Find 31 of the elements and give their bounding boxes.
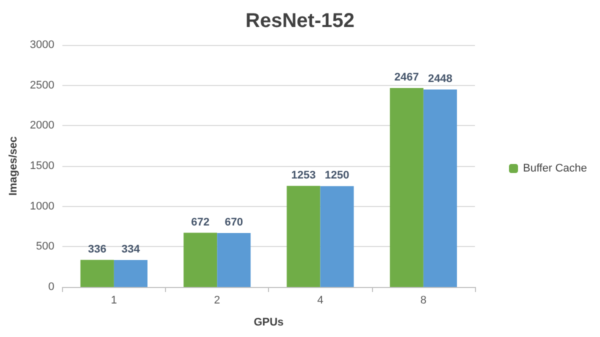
data-label: 670 [224,216,244,228]
data-label: 2448 [428,73,452,86]
data-label: 672 [191,216,210,228]
y-tick-label: 500 [36,240,54,253]
x-tick-label: 1 [110,294,118,306]
bar [80,260,114,287]
y-tick-label: 3000 [30,39,54,51]
x-tick-label: 8 [420,294,426,306]
y-tick-label: 1000 [30,200,54,212]
y-tick-label: 0 [48,281,54,293]
x-axis-title: GPUs [254,316,284,328]
x-tick-label: 2 [214,294,220,306]
bar [390,88,424,287]
bar [320,186,354,287]
x-tick-label: 4 [317,294,324,306]
bar [184,232,218,287]
y-tick-label: 2000 [30,120,54,132]
bar [286,186,320,287]
data-label: 1253 [291,169,316,182]
bar [217,232,251,287]
y-tick-label: 2500 [30,79,54,92]
data-label: 334 [122,244,141,256]
bar [114,260,148,287]
legend-label: Buffer Cache [523,162,588,174]
data-label: 2467 [394,71,419,84]
data-label: 1250 [324,170,350,182]
y-tick-label: 1500 [30,160,54,172]
data-label: 336 [88,243,106,256]
bar [423,90,457,287]
chart-title: ResNet-152 [246,10,354,32]
y-axis-title: Images/sec [8,136,20,196]
